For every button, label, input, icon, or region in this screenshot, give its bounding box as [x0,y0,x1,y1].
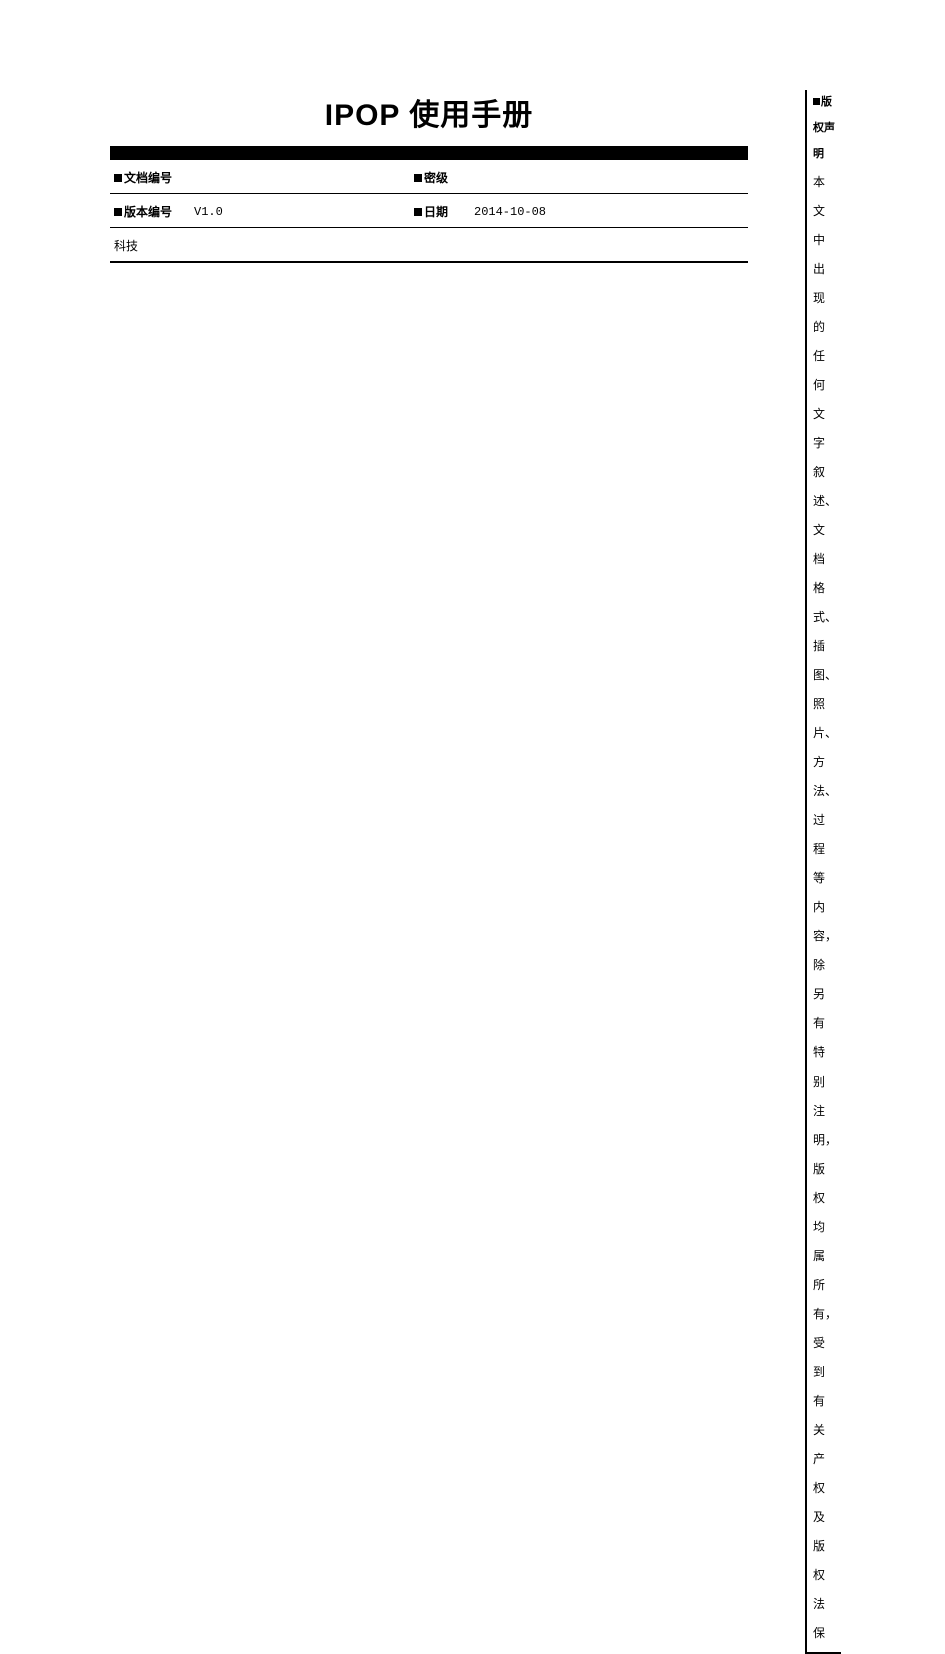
copyright-line: 文字 [813,400,835,458]
heading-line: 权声 [813,116,835,142]
label-text: 文档编号 [124,171,172,185]
version-label: 版本编号 [114,205,172,219]
meta-cell: 版本编号 [110,194,190,228]
copyright-line: 述、 [813,487,835,516]
copyright-line: 有， [813,1300,835,1329]
date-label: 日期 [414,205,448,219]
copyright-line: 任何 [813,342,835,400]
copyright-line: 中出 [813,226,835,284]
company-text: 科技 [114,239,138,253]
copyright-line: 格 [813,574,835,603]
secrecy-value [470,160,748,194]
copyright-line: 有特 [813,1009,835,1067]
copyright-body: 本文中出现的任何文字叙述、文档格式、插图、照片、方法、过程等内容，除另有特别注明… [813,168,835,1649]
heading-char: 版 [821,96,832,108]
doc-number-label: 文档编号 [114,171,172,185]
copyright-line: 产权 [813,1445,835,1503]
metadata-table: 文档编号 密级 版本编号 V1.0 日期 2014-10-08 [110,160,748,263]
copyright-line: 有关 [813,1387,835,1445]
document-title: IPOP 使用手册 [325,99,533,132]
main-column: IPOP 使用手册 文档编号 密级 版本编号 V1.0 日期 [110,90,748,263]
meta-row: 版本编号 V1.0 日期 2014-10-08 [110,194,748,228]
copyright-line: 方 [813,748,835,777]
copyright-line: 图、 [813,661,835,690]
square-bullet-icon [414,208,422,216]
copyright-line: 及版 [813,1503,835,1561]
copyright-line: 过程 [813,806,835,864]
copyright-line: 受到 [813,1329,835,1387]
title-block: IPOP 使用手册 [110,90,748,146]
copyright-line: 均属 [813,1213,835,1271]
meta-cell: 文档编号 [110,160,190,194]
copyright-line: 叙 [813,458,835,487]
label-text: 版本编号 [124,205,172,219]
copyright-line: 别注 [813,1068,835,1126]
heading-line: 明 [813,142,835,168]
copyright-line: 本文 [813,168,835,226]
secrecy-label: 密级 [414,171,448,185]
version-value: V1.0 [190,194,410,228]
doc-number-value [190,160,410,194]
meta-row: 文档编号 密级 [110,160,748,194]
copyright-line: 等内 [813,864,835,922]
document-page: IPOP 使用手册 文档编号 密级 版本编号 V1.0 日期 [0,0,945,1337]
square-bullet-icon [813,98,820,105]
copyright-line: 版权 [813,1155,835,1213]
copyright-line: 保 [813,1619,835,1648]
label-text: 日期 [424,205,448,219]
label-text: 密级 [424,171,448,185]
copyright-line: 除另 [813,951,835,1009]
copyright-line: 片、 [813,719,835,748]
copyright-line: 法、 [813,777,835,806]
heading-line: 版 [813,90,835,116]
square-bullet-icon [114,208,122,216]
copyright-line: 插 [813,632,835,661]
company-cell: 科技 [110,228,748,263]
copyright-line: 权法 [813,1561,835,1619]
meta-row: 科技 [110,228,748,263]
square-bullet-icon [114,174,122,182]
date-value: 2014-10-08 [470,194,748,228]
square-bullet-icon [414,174,422,182]
copyright-heading: 版 权声 明 [813,90,835,168]
meta-cell: 密级 [410,160,470,194]
copyright-line: 所 [813,1271,835,1300]
meta-cell: 日期 [410,194,470,228]
copyright-line: 明， [813,1126,835,1155]
title-underline-rule [110,146,748,160]
copyright-side-column: 版 权声 明 本文中出现的任何文字叙述、文档格式、插图、照片、方法、过程等内容，… [805,90,835,1654]
copyright-line: 容， [813,922,835,951]
copyright-line: 文档 [813,516,835,574]
copyright-line: 现的 [813,284,835,342]
copyright-line: 式、 [813,603,835,632]
copyright-line: 照 [813,690,835,719]
